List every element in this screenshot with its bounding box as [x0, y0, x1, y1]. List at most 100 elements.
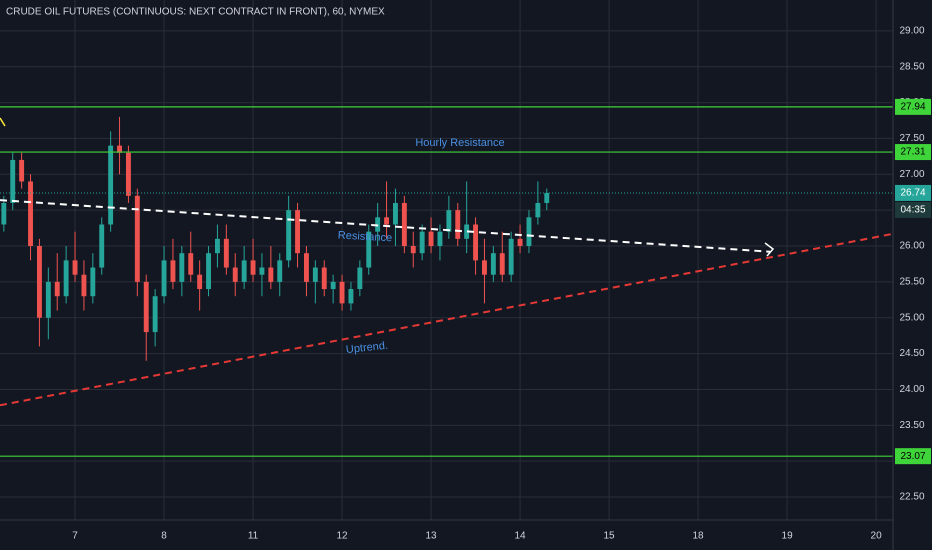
candle-body — [508, 238, 514, 275]
y-tick-label: 27.00 — [899, 169, 924, 180]
trend-line — [0, 232, 894, 407]
candle-body — [490, 253, 496, 275]
candle-body — [410, 246, 416, 254]
candle-body — [446, 210, 452, 232]
candle-body — [188, 253, 194, 275]
candle-body — [268, 267, 274, 282]
y-tick-label: 27.50 — [899, 133, 924, 144]
annotation: Resistance — [338, 229, 393, 244]
candle-body — [384, 217, 390, 225]
candle-body — [161, 260, 167, 297]
candle-body — [482, 260, 487, 275]
candle-body — [517, 238, 523, 247]
candle-body — [170, 260, 176, 282]
candle-body — [348, 289, 354, 304]
trend-line — [0, 199, 771, 253]
x-tick-label: 8 — [161, 531, 167, 542]
candle-body — [357, 267, 363, 290]
y-tick-label: 25.00 — [899, 312, 924, 323]
candle-body — [312, 267, 318, 282]
level-label: 27.31 — [900, 147, 925, 158]
candle-body — [108, 145, 114, 225]
candle-body — [214, 238, 220, 254]
candle-body — [232, 267, 238, 282]
y-tick-label: 22.50 — [899, 492, 924, 503]
candle-body — [250, 260, 256, 275]
candle-body — [401, 202, 407, 247]
countdown-box — [895, 201, 931, 218]
candle-body — [295, 210, 300, 254]
candle-body — [10, 159, 16, 203]
candle-body — [143, 281, 149, 333]
y-tick-label: 25.50 — [899, 277, 924, 288]
y-tick-label: 29.00 — [899, 25, 924, 36]
y-tick-label: 23.50 — [899, 420, 924, 431]
candle-body — [339, 281, 345, 304]
grid — [0, 0, 893, 520]
candle-body — [36, 246, 42, 318]
plot — [0, 106, 894, 457]
candle-body — [99, 224, 105, 268]
level-label-box — [895, 144, 931, 161]
candle-body — [277, 260, 283, 282]
candle-body — [259, 267, 265, 275]
candle-body — [125, 152, 131, 196]
candle-body — [526, 217, 532, 247]
chart-title: CRUDE OIL FUTURES (CONTINUOUS: NEXT CONT… — [6, 7, 385, 18]
marker — [0, 117, 6, 127]
candle-body — [419, 231, 425, 254]
candle-body — [197, 274, 203, 290]
candle-body — [304, 253, 309, 282]
candle-body — [134, 195, 140, 282]
candle-body — [330, 281, 336, 290]
candle-body — [455, 210, 461, 239]
candle-body — [1, 202, 7, 225]
candle-body — [223, 238, 229, 268]
candle-body — [81, 274, 87, 297]
level-label: 23.07 — [900, 451, 925, 462]
candle-body — [206, 253, 211, 290]
candle-body — [464, 224, 470, 239]
x-tick-label: 11 — [248, 531, 259, 542]
countdown-label: 04:35 — [900, 205, 925, 216]
candle-body — [63, 260, 69, 297]
level-label-box — [895, 448, 931, 465]
x-tick-label: 18 — [693, 531, 705, 542]
candle-body — [28, 181, 33, 247]
candle-body — [473, 224, 479, 261]
candle-body — [321, 267, 327, 290]
y-tick-label: 26.00 — [899, 241, 924, 252]
candle-body — [117, 145, 122, 153]
x-tick-label: 19 — [782, 531, 794, 542]
candle-body — [286, 210, 292, 261]
x-tick-label: 15 — [604, 531, 616, 542]
candle-body — [428, 231, 434, 247]
last-price-label: 26.74 — [900, 188, 925, 199]
candle-body — [499, 253, 505, 275]
last-price-box — [895, 184, 931, 201]
x-tick-label: 7 — [72, 531, 78, 542]
candle-body — [45, 281, 51, 318]
candle-body — [241, 260, 247, 282]
candle-body — [366, 231, 372, 268]
arrow-head — [764, 242, 775, 257]
candle-body — [54, 281, 60, 297]
candle-body — [544, 192, 550, 203]
x-tick-label: 20 — [871, 531, 883, 542]
candle-body — [90, 267, 96, 297]
x-tick-label: 13 — [425, 531, 437, 542]
annotation: Uptrend. — [345, 340, 388, 356]
y-tick-label: 28.50 — [899, 61, 924, 72]
x-tick-label: 14 — [515, 531, 527, 542]
candle-body — [72, 260, 78, 275]
candle-body — [437, 231, 443, 247]
candle-body — [152, 296, 158, 333]
y-tick-label: 24.50 — [899, 348, 924, 359]
candle-body — [179, 253, 185, 282]
level-label-box — [895, 98, 931, 115]
annotation: Hourly Resistance — [415, 137, 504, 149]
candle-body — [535, 202, 541, 218]
